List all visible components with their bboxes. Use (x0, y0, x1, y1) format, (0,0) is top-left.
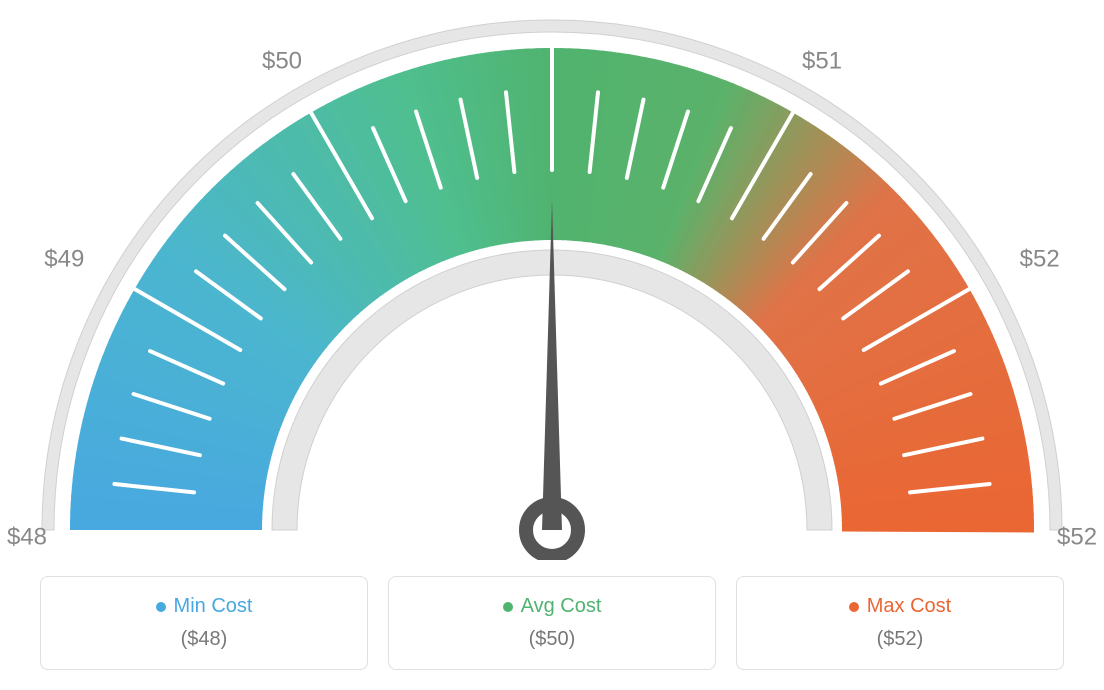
legend-label-min: Min Cost (174, 595, 253, 618)
legend-label-avg: Avg Cost (521, 595, 602, 618)
legend-dot-avg (503, 602, 513, 612)
svg-text:$50: $50 (262, 48, 302, 75)
svg-text:$50: $50 (532, 0, 572, 2)
svg-text:$52: $52 (1020, 245, 1060, 272)
svg-text:$48: $48 (7, 523, 47, 550)
gauge-svg: $48 $49 $50 $50 $51 $52 $52 (0, 0, 1104, 560)
legend-card-min: Min Cost ($48) (40, 576, 368, 670)
legend-value-avg: ($50) (399, 628, 705, 651)
legend-card-avg: Avg Cost ($50) (388, 576, 716, 670)
chart-container: $48 $49 $50 $50 $51 $52 $52 Min Cost ($48) Avg… (0, 0, 1104, 690)
legend-row: Min Cost ($48) Avg Cost ($50) Max Cost (… (0, 576, 1104, 690)
svg-text:$51: $51 (802, 48, 842, 75)
gauge-area: $48 $49 $50 $50 $51 $52 $52 (0, 0, 1104, 576)
svg-text:$52: $52 (1057, 523, 1097, 550)
legend-dot-min (156, 602, 166, 612)
legend-value-min: ($48) (51, 628, 357, 651)
legend-value-max: ($52) (747, 628, 1053, 651)
legend-title-max: Max Cost (849, 595, 951, 618)
legend-card-max: Max Cost ($52) (736, 576, 1064, 670)
legend-title-min: Min Cost (156, 595, 253, 618)
legend-title-avg: Avg Cost (503, 595, 602, 618)
legend-label-max: Max Cost (867, 595, 951, 618)
legend-dot-max (849, 602, 859, 612)
svg-text:$49: $49 (44, 245, 84, 272)
